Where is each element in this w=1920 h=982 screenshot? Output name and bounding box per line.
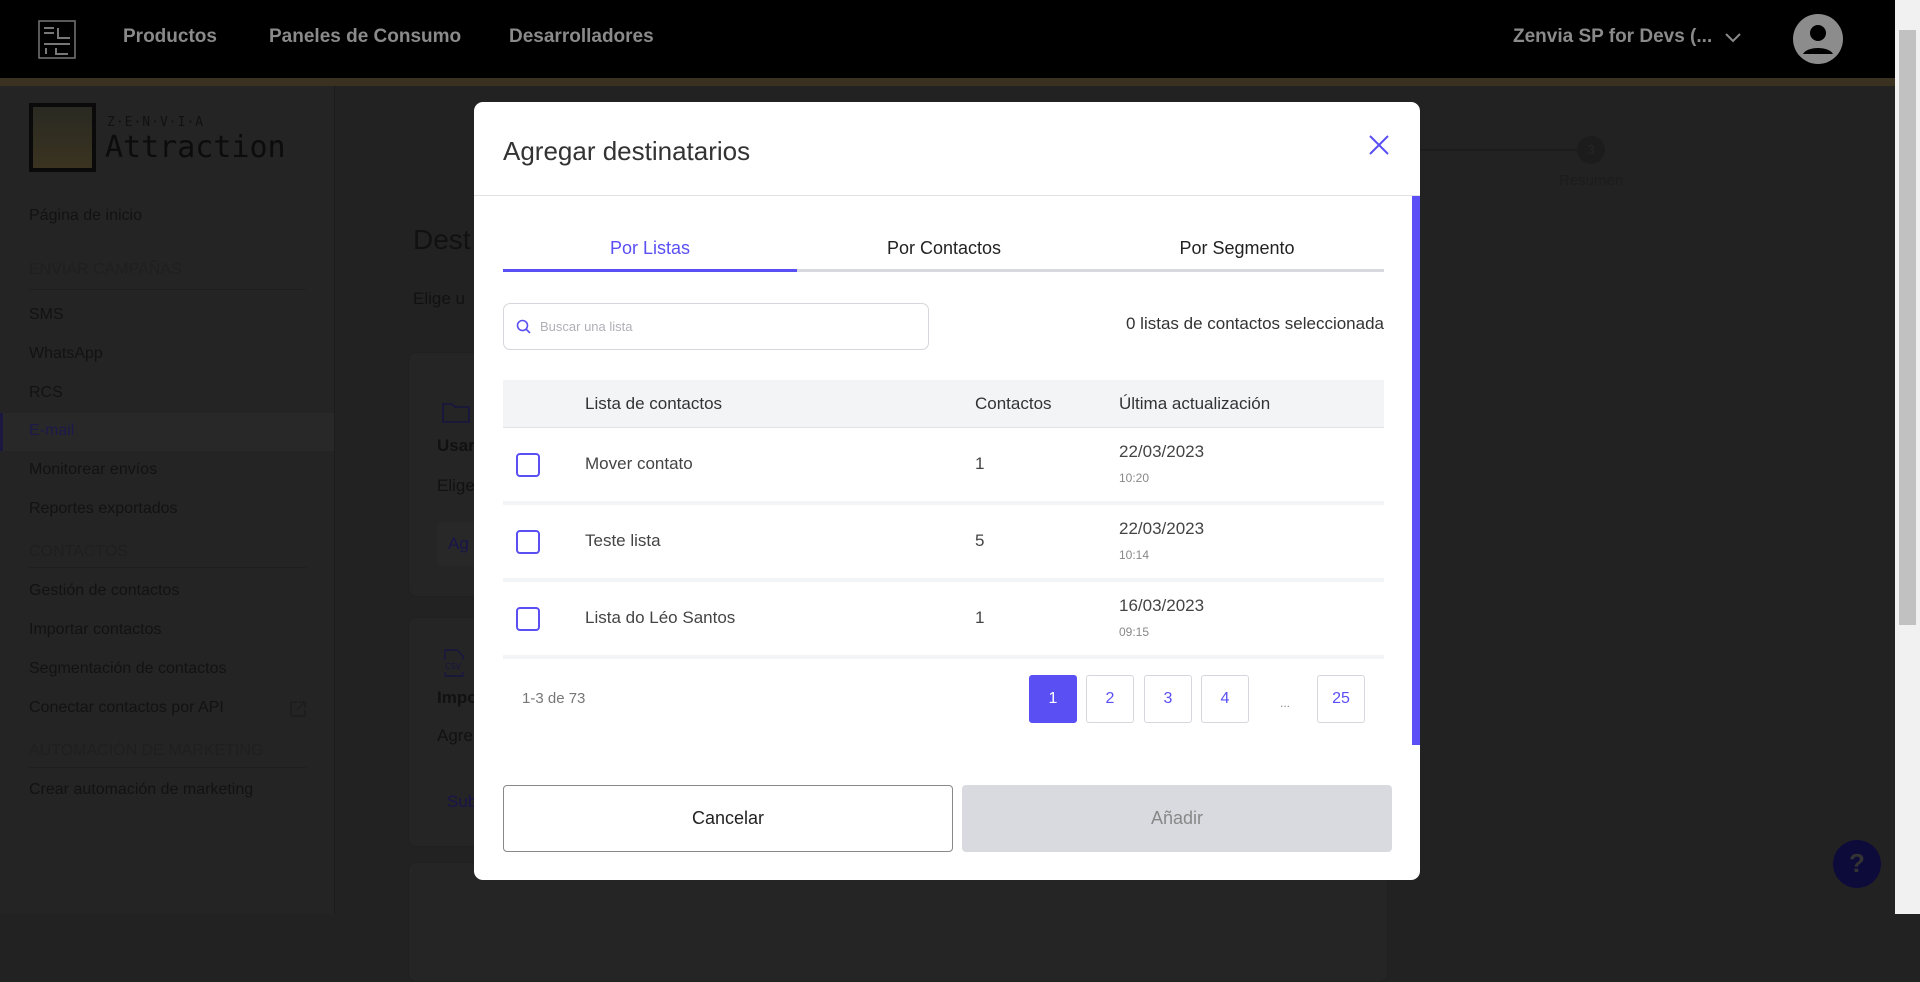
sidebar-item-reports[interactable]: Reportes exportados xyxy=(29,500,178,517)
search-icon xyxy=(516,319,531,334)
external-link-icon xyxy=(290,701,306,717)
avatar-icon[interactable] xyxy=(1793,14,1843,64)
pagination-range: 1-3 de 73 xyxy=(522,690,586,707)
page-subtitle: Elige u xyxy=(413,289,465,308)
card-button-label: Ag xyxy=(448,534,469,553)
add-button[interactable]: Añadir xyxy=(962,785,1392,852)
card-text: Elige xyxy=(437,476,475,495)
page-scrollbar-thumb[interactable] xyxy=(1899,30,1916,625)
step-3-circle: 3 xyxy=(1577,136,1605,164)
search-field[interactable] xyxy=(503,303,929,350)
update-time: 10:14 xyxy=(1119,548,1150,562)
update-date: 22/03/2023 xyxy=(1119,519,1205,538)
sidebar-item-home[interactable]: Página de inicio xyxy=(29,207,142,224)
tab-por-listas[interactable]: Por Listas xyxy=(503,225,797,272)
list-name: Mover contato xyxy=(585,454,693,473)
modal-scrollbar[interactable] xyxy=(1412,196,1420,745)
svg-text:CSV: CSV xyxy=(445,662,462,671)
stepper-line xyxy=(1420,149,1578,151)
table-row[interactable]: Teste lista 5 22/03/2023 10:14 xyxy=(503,505,1384,582)
contact-count: 5 xyxy=(975,531,985,550)
attraction-logo xyxy=(29,103,96,172)
zenvia-logo[interactable] xyxy=(38,20,76,59)
page-button-3[interactable]: 3 xyxy=(1144,675,1192,723)
divider xyxy=(29,767,306,768)
tab-por-contactos[interactable]: Por Contactos xyxy=(797,225,1091,272)
sidebar-item-sms[interactable]: SMS xyxy=(29,306,64,323)
nav-paneles-consumo[interactable]: Paneles de Consumo xyxy=(269,26,462,47)
sidebar-item-segmentation[interactable]: Segmentación de contactos xyxy=(29,660,227,677)
row-checkbox[interactable] xyxy=(516,530,540,554)
card-text: Agre xyxy=(437,726,473,745)
sidebar-item-rcs[interactable]: RCS xyxy=(29,384,63,401)
card-title: Usar xyxy=(437,436,475,455)
page-button-25[interactable]: 25 xyxy=(1317,675,1365,723)
sidebar-section-contacts: CONTACTOS xyxy=(29,543,128,560)
update-date: 16/03/2023 xyxy=(1119,596,1205,615)
csv-file-icon: CSV xyxy=(444,649,464,677)
nav-productos[interactable]: Productos xyxy=(123,26,217,47)
sidebar-item-import-contacts[interactable]: Importar contactos xyxy=(29,621,162,638)
page-button-1[interactable]: 1 xyxy=(1029,675,1077,723)
list-name: Teste lista xyxy=(585,531,661,550)
column-header: Contactos xyxy=(975,394,1052,413)
tab-por-segmento[interactable]: Por Segmento xyxy=(1090,225,1384,272)
sidebar-item-contact-management[interactable]: Gestión de contactos xyxy=(29,582,180,599)
sidebar-item-monitor[interactable]: Monitorear envíos xyxy=(29,461,158,478)
divider xyxy=(29,289,306,290)
page-button-4[interactable]: 4 xyxy=(1201,675,1249,723)
table-row[interactable]: Mover contato 1 22/03/2023 10:20 xyxy=(503,428,1384,505)
brand-top: Z·E·N·V·I·A xyxy=(107,115,205,130)
sidebar-item-label: E-mail xyxy=(29,422,75,439)
column-header: Última actualización xyxy=(1119,394,1271,413)
row-checkbox[interactable] xyxy=(516,453,540,477)
nav-accent-bar xyxy=(0,78,1895,86)
add-recipients-modal: Agregar destinatarios Por Listas Por Con… xyxy=(474,102,1420,880)
nav-desarrolladores[interactable]: Desarrolladores xyxy=(509,26,654,47)
table-header: Lista de contactos Contactos Última actu… xyxy=(503,380,1384,428)
top-navbar: Productos Paneles de Consumo Desarrollad… xyxy=(0,0,1895,78)
card-3 xyxy=(408,862,1388,982)
sidebar-item-whatsapp[interactable]: WhatsApp xyxy=(29,345,103,362)
selected-count: 0 listas de contactos seleccionada xyxy=(1126,314,1384,333)
update-time: 10:20 xyxy=(1119,471,1150,485)
sidebar-item-api[interactable]: Conectar contactos por API xyxy=(29,699,224,716)
card-link[interactable]: Sub xyxy=(447,792,478,811)
modal-title: Agregar destinatarios xyxy=(503,136,751,166)
page-button-2[interactable]: 2 xyxy=(1086,675,1134,723)
sidebar-section-campaigns: ENVIAR CAMPAÑAS xyxy=(29,261,182,278)
help-button[interactable]: ? xyxy=(1833,840,1881,888)
folder-icon xyxy=(442,403,470,423)
contact-count: 1 xyxy=(975,454,985,473)
table-row[interactable]: Lista do Léo Santos 1 16/03/2023 09:15 xyxy=(503,582,1384,659)
update-date: 22/03/2023 xyxy=(1119,442,1205,461)
list-name: Lista do Léo Santos xyxy=(585,608,736,627)
page-title: Dest xyxy=(413,224,471,255)
divider xyxy=(474,195,1420,196)
chevron-down-icon[interactable] xyxy=(1724,32,1742,44)
close-icon[interactable] xyxy=(1366,132,1392,158)
sidebar xyxy=(0,86,335,914)
account-selector[interactable]: Zenvia SP for Devs (... xyxy=(1513,26,1713,47)
brand-name: Attraction xyxy=(105,130,286,165)
divider xyxy=(29,567,306,568)
row-checkbox[interactable] xyxy=(516,607,540,631)
sidebar-item-email[interactable]: E-mail xyxy=(0,413,334,451)
contact-count: 1 xyxy=(975,608,985,627)
step-3-label: Resumen xyxy=(1559,172,1624,189)
card-title: Impo xyxy=(437,688,478,707)
search-input[interactable] xyxy=(540,304,920,349)
pagination-ellipsis: ... xyxy=(1280,696,1291,710)
update-time: 09:15 xyxy=(1119,625,1150,639)
sidebar-item-create-automation[interactable]: Crear automación de marketing xyxy=(29,781,254,798)
sidebar-section-automation: AUTOMACIÓN DE MARKETING xyxy=(29,742,264,759)
column-header: Lista de contactos xyxy=(585,394,723,413)
cancel-button[interactable]: Cancelar xyxy=(503,785,953,852)
